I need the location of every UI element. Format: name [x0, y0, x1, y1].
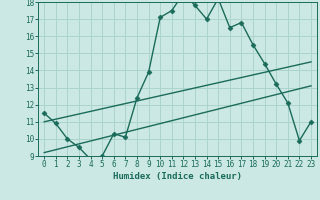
X-axis label: Humidex (Indice chaleur): Humidex (Indice chaleur) [113, 172, 242, 181]
